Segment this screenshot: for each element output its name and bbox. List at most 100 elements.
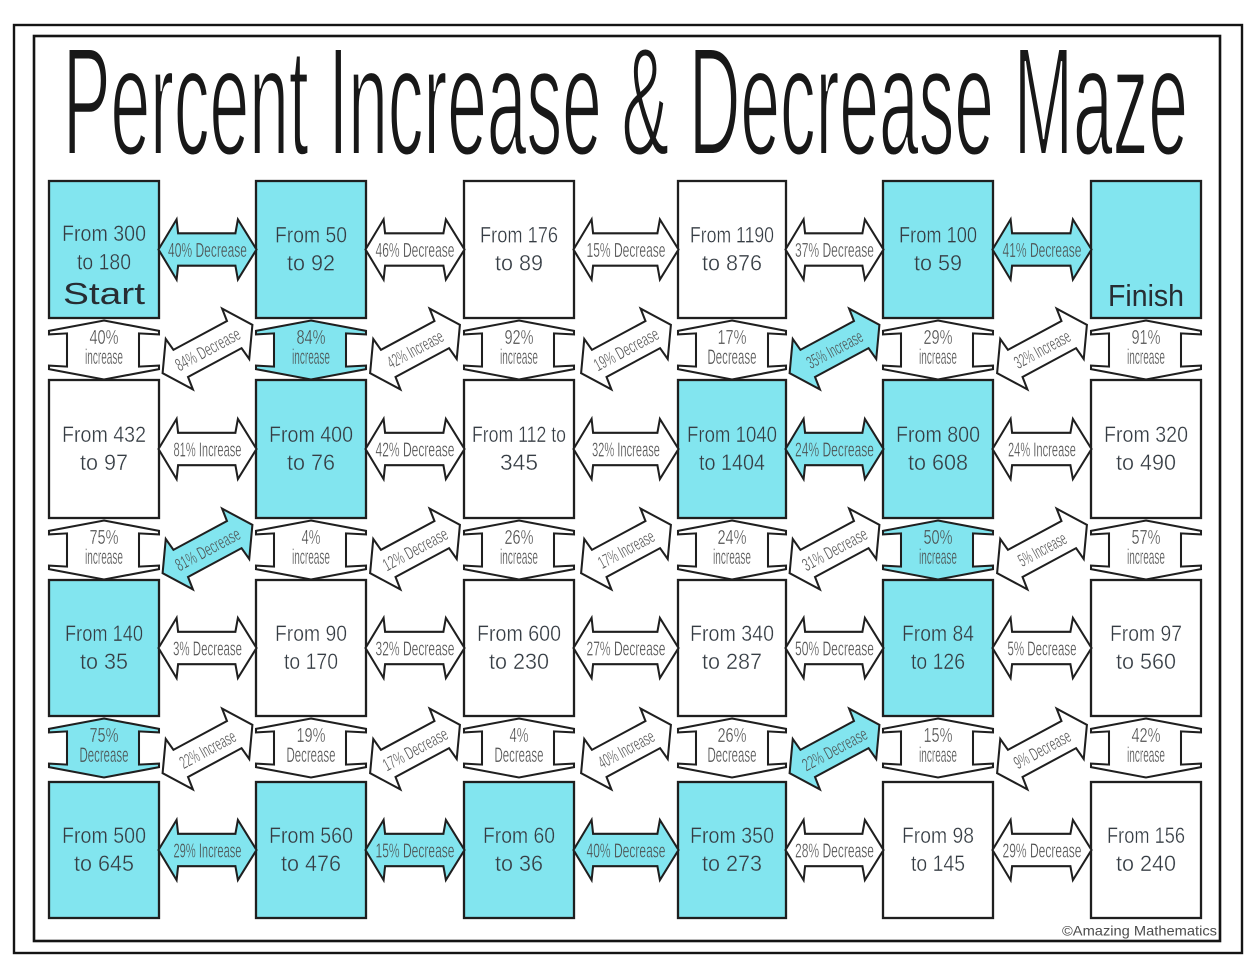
svg-text:42% Decrease: 42% Decrease [376, 438, 455, 461]
svg-text:40%: 40% [90, 327, 119, 349]
svg-text:37% Decrease: 37% Decrease [795, 239, 874, 262]
svg-text:to 876: to 876 [702, 251, 762, 276]
svg-text:From 176: From 176 [480, 223, 558, 248]
svg-text:From 156: From 156 [1107, 823, 1185, 848]
svg-text:Percent Increase & Decrease Ma: Percent Increase & Decrease Maze [63, 16, 1188, 188]
svg-text:From 320: From 320 [1104, 422, 1188, 447]
svg-text:From 84: From 84 [902, 621, 974, 646]
svg-text:From 98: From 98 [902, 823, 974, 848]
svg-text:81% Increase: 81% Increase [174, 438, 242, 461]
svg-text:From 100: From 100 [899, 223, 977, 248]
svg-text:From 350: From 350 [690, 823, 774, 848]
svg-text:Start: Start [63, 276, 145, 311]
svg-text:29% Increase: 29% Increase [174, 839, 242, 862]
svg-text:91%: 91% [1132, 327, 1161, 349]
svg-text:increase: increase [500, 346, 538, 369]
svg-text:to 490: to 490 [1116, 450, 1176, 475]
svg-text:to 476: to 476 [281, 851, 341, 876]
svg-text:©Amazing Mathematics: ©Amazing Mathematics [1062, 923, 1217, 939]
svg-text:From 60: From 60 [483, 823, 555, 848]
svg-text:From 800: From 800 [896, 422, 980, 447]
svg-text:to 35: to 35 [80, 649, 128, 674]
svg-text:32% Increase: 32% Increase [592, 438, 660, 461]
svg-text:increase: increase [1127, 346, 1165, 369]
svg-text:to 1404: to 1404 [699, 450, 765, 475]
svg-text:increase: increase [919, 744, 957, 767]
svg-text:41% Decrease: 41% Decrease [1003, 239, 1082, 262]
svg-text:Decrease: Decrease [708, 346, 757, 369]
svg-text:to 273: to 273 [702, 851, 762, 876]
svg-text:28% Decrease: 28% Decrease [795, 839, 874, 862]
svg-text:From 90: From 90 [275, 621, 347, 646]
svg-text:Decrease: Decrease [495, 744, 544, 767]
svg-text:19%: 19% [297, 725, 326, 747]
svg-text:17%: 17% [718, 327, 747, 349]
svg-text:75%: 75% [90, 527, 119, 549]
svg-text:Decrease: Decrease [708, 744, 757, 767]
svg-text:to 170: to 170 [284, 649, 338, 674]
svg-text:increase: increase [919, 346, 957, 369]
svg-text:From 600: From 600 [477, 621, 561, 646]
svg-text:75%: 75% [90, 725, 119, 747]
svg-text:From 97: From 97 [1110, 621, 1182, 646]
svg-text:to 240: to 240 [1116, 851, 1176, 876]
svg-text:29% Decrease: 29% Decrease [1003, 839, 1082, 862]
svg-text:24% Increase: 24% Increase [1008, 438, 1076, 461]
svg-text:increase: increase [85, 546, 123, 569]
svg-text:29%: 29% [924, 327, 953, 349]
svg-text:to 230: to 230 [489, 649, 549, 674]
svg-text:26%: 26% [718, 725, 747, 747]
svg-text:to 180: to 180 [77, 250, 131, 275]
svg-text:5% Decrease: 5% Decrease [1008, 637, 1077, 660]
svg-text:to 145: to 145 [911, 851, 965, 876]
svg-text:24% Decrease: 24% Decrease [795, 438, 874, 461]
svg-text:increase: increase [713, 546, 751, 569]
svg-text:increase: increase [1127, 546, 1165, 569]
svg-text:Decrease: Decrease [80, 744, 129, 767]
svg-text:increase: increase [1127, 744, 1165, 767]
svg-text:increase: increase [85, 346, 123, 369]
svg-text:345: 345 [500, 450, 538, 475]
svg-text:84%: 84% [297, 327, 326, 349]
svg-text:From 50: From 50 [275, 223, 347, 248]
svg-text:to 560: to 560 [1116, 649, 1176, 674]
svg-text:From 1040: From 1040 [687, 422, 777, 447]
svg-text:15%: 15% [924, 725, 953, 747]
svg-text:increase: increase [292, 546, 330, 569]
svg-text:27% Decrease: 27% Decrease [587, 637, 666, 660]
svg-text:to 76: to 76 [287, 450, 335, 475]
svg-text:92%: 92% [505, 327, 534, 349]
svg-text:to 36: to 36 [495, 851, 543, 876]
svg-text:From 432: From 432 [62, 422, 146, 447]
svg-text:50%: 50% [924, 527, 953, 549]
svg-text:to 608: to 608 [908, 450, 968, 475]
svg-text:15% Decrease: 15% Decrease [587, 239, 666, 262]
svg-text:46% Decrease: 46% Decrease [376, 239, 455, 262]
svg-text:to 92: to 92 [287, 251, 335, 276]
svg-text:increase: increase [500, 546, 538, 569]
svg-text:24%: 24% [718, 527, 747, 549]
svg-text:From 400: From 400 [269, 422, 353, 447]
svg-text:32% Decrease: 32% Decrease [376, 637, 455, 660]
svg-text:Finish: Finish [1108, 278, 1184, 313]
svg-text:From 1190: From 1190 [690, 223, 774, 248]
svg-text:increase: increase [919, 546, 957, 569]
svg-text:to 97: to 97 [80, 450, 128, 475]
svg-text:increase: increase [292, 346, 330, 369]
svg-text:Decrease: Decrease [287, 744, 336, 767]
svg-text:40% Decrease: 40% Decrease [587, 839, 666, 862]
svg-text:From 140: From 140 [65, 621, 143, 646]
svg-text:to 287: to 287 [702, 649, 762, 674]
svg-text:50% Decrease: 50% Decrease [795, 637, 874, 660]
svg-text:4%: 4% [302, 527, 321, 549]
svg-text:15% Decrease: 15% Decrease [376, 839, 455, 862]
svg-text:From 112 to: From 112 to [472, 422, 566, 447]
svg-text:42%: 42% [1132, 725, 1161, 747]
svg-text:to 59: to 59 [914, 251, 962, 276]
svg-text:From 500: From 500 [62, 823, 146, 848]
svg-text:26%: 26% [505, 527, 534, 549]
svg-text:57%: 57% [1132, 527, 1161, 549]
svg-text:40% Decrease: 40% Decrease [168, 239, 247, 262]
svg-text:4%: 4% [510, 725, 529, 747]
svg-text:3% Decrease: 3% Decrease [173, 637, 242, 660]
